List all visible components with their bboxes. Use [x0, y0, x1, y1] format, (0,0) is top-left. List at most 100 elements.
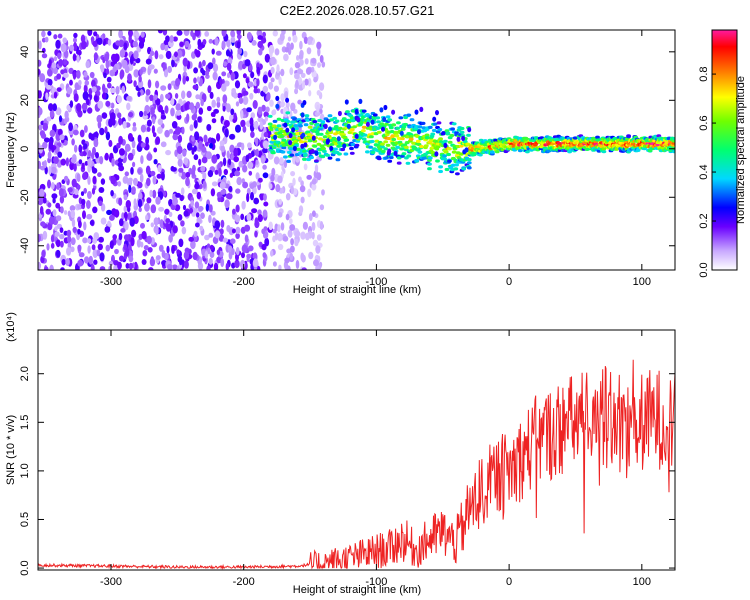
heatmap-cell	[466, 158, 472, 162]
heatmap-cell	[177, 158, 183, 167]
heatmap-cell	[461, 167, 467, 171]
heatmap-cell	[100, 217, 107, 225]
heatmap-cell	[277, 243, 284, 251]
heatmap-cell	[207, 170, 214, 178]
heatmap-cell	[365, 121, 370, 127]
heatmap-cell	[246, 213, 252, 222]
heatmap-cell	[322, 149, 327, 153]
heatmap-cell	[149, 257, 156, 267]
heatmap-cell	[254, 230, 258, 238]
heatmap-cell	[253, 121, 259, 129]
heatmap-cell	[191, 114, 197, 121]
heatmap-cell	[303, 163, 308, 171]
heatmap-cell	[178, 167, 184, 173]
heatmap-cell	[216, 133, 221, 142]
heatmap-cell	[127, 177, 133, 183]
heatmap-cell	[325, 153, 330, 157]
heatmap-cell	[139, 68, 143, 76]
heatmap-cell	[214, 230, 221, 239]
heatmap-cell	[211, 154, 218, 164]
heatmap-cell	[223, 168, 228, 176]
heatmap-cell	[466, 161, 472, 165]
snr-xlabel: Height of straight line (km)	[293, 584, 421, 596]
heatmap-cell	[214, 37, 219, 46]
heatmap-cell	[466, 133, 471, 137]
heatmap-cell	[105, 131, 111, 141]
heatmap-cell	[220, 189, 227, 195]
heatmap-cell	[203, 134, 208, 143]
heatmap-cell	[272, 109, 277, 116]
heatmap-cell	[87, 30, 93, 36]
heatmap-cell	[56, 249, 61, 258]
heatmap-cell	[176, 30, 183, 36]
heatmap-cell	[244, 224, 251, 232]
heatmap-cell	[263, 131, 269, 138]
heatmap-cell	[257, 106, 263, 115]
heatmap-cell	[284, 91, 289, 99]
heatmap-cell	[120, 228, 126, 233]
heatmap-cell	[178, 171, 182, 177]
heatmap-cell	[185, 177, 190, 187]
heatmap-cell	[55, 202, 61, 209]
heatmap-cell	[140, 241, 144, 248]
heatmap-cell	[307, 139, 313, 143]
heatmap-cell	[283, 155, 288, 159]
heatmap-cell	[288, 147, 294, 151]
heatmap-cell	[315, 245, 321, 254]
heatmap-cell	[285, 119, 291, 124]
heatmap-cell	[168, 234, 173, 243]
heatmap-cell	[81, 162, 85, 170]
heatmap-cell	[129, 217, 135, 227]
x-tick-label: -200	[233, 576, 255, 588]
heatmap-cell	[601, 150, 607, 154]
heatmap-cell	[443, 150, 449, 154]
heatmap-cell	[214, 169, 219, 175]
heatmap-cell	[290, 120, 296, 124]
heatmap-cell	[288, 132, 293, 139]
x-tick-label: 100	[633, 276, 651, 288]
heatmap-cell	[183, 251, 190, 260]
heatmap-cell	[57, 151, 63, 158]
heatmap-cell	[166, 245, 170, 254]
heatmap-cell	[44, 36, 49, 43]
heatmap-cell	[73, 129, 79, 136]
heatmap-cell	[45, 92, 49, 101]
heatmap-cell	[168, 128, 174, 134]
heatmap-cell	[337, 152, 342, 156]
x-tick-label: -200	[233, 276, 255, 288]
heatmap-cell	[110, 176, 116, 185]
heatmap-cell	[272, 119, 278, 123]
heatmap-cell	[225, 262, 229, 270]
heatmap-cell	[264, 116, 268, 122]
heatmap-cell	[153, 217, 159, 226]
heatmap-cell	[247, 142, 252, 149]
heatmap-cell	[326, 138, 330, 144]
heatmap-cell	[146, 126, 151, 132]
heatmap-cell	[190, 240, 196, 250]
heatmap-cell	[243, 50, 248, 58]
heatmap-cell	[60, 43, 67, 53]
heatmap-cell	[84, 161, 89, 166]
heatmap-cell	[340, 147, 346, 152]
heatmap-cell	[59, 233, 65, 240]
heatmap-cell	[311, 183, 317, 191]
heatmap-cell	[311, 210, 316, 217]
heatmap-cell	[195, 50, 201, 58]
heatmap-cell	[516, 146, 522, 150]
heatmap-cell	[242, 164, 248, 173]
heatmap-cell	[85, 98, 90, 106]
heatmap-cell	[181, 90, 186, 100]
heatmap-cell	[369, 139, 375, 144]
heatmap-cell	[316, 90, 321, 96]
heatmap-cell	[371, 115, 377, 120]
heatmap-cell	[89, 220, 95, 226]
heatmap-cell	[236, 177, 242, 186]
heatmap-cell	[191, 135, 195, 142]
heatmap-cell	[235, 188, 241, 194]
heatmap-cell	[258, 48, 263, 56]
heatmap-cell	[190, 30, 194, 37]
heatmap-cell	[49, 264, 54, 270]
heatmap-cell	[99, 266, 106, 270]
heatmap-cell	[160, 141, 167, 148]
heatmap-cell	[459, 126, 465, 131]
